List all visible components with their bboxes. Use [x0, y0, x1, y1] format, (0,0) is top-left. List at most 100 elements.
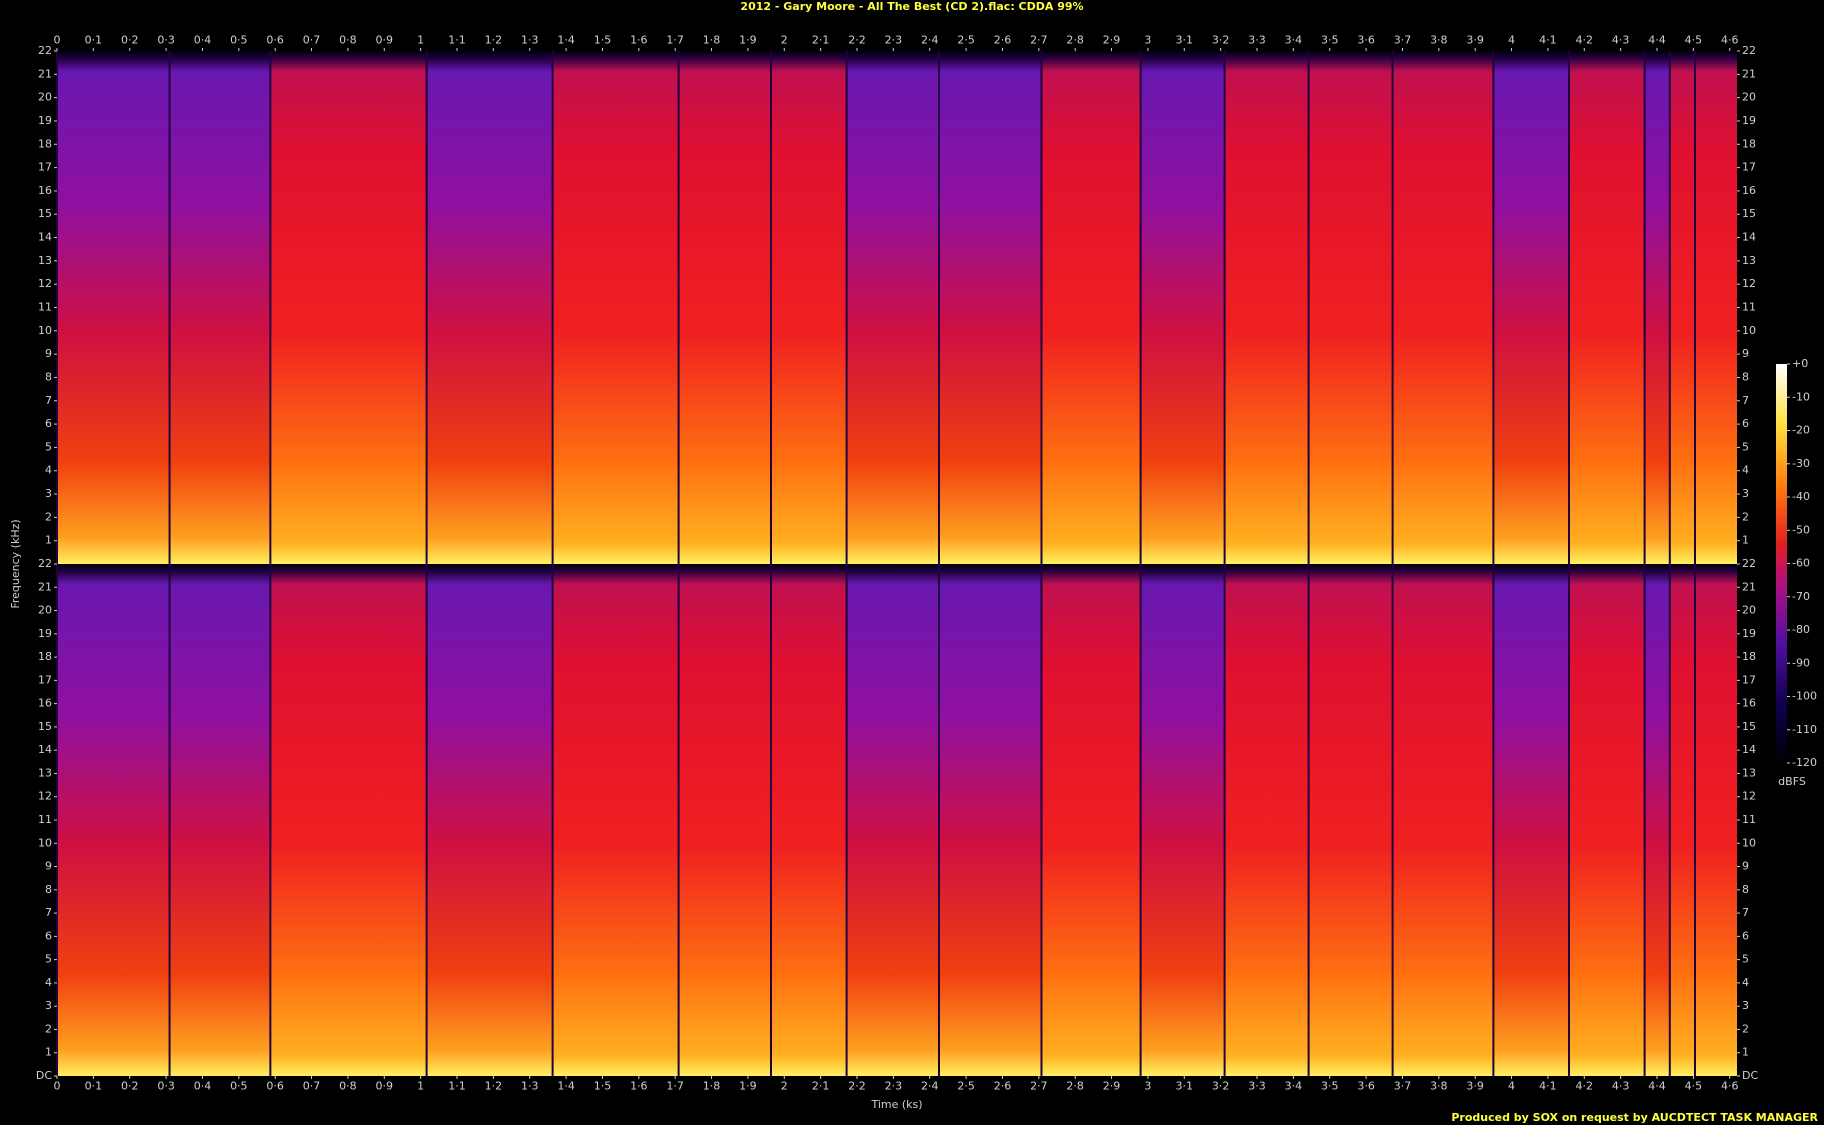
y-tick-label: 16: [38, 697, 52, 710]
x-tick-label: 1·6: [630, 34, 648, 47]
spectrogram-band: [939, 564, 1042, 1076]
y-tick-label-right: 14: [1742, 743, 1756, 756]
y-tick-label: 18: [38, 650, 52, 663]
y-tick-label: 8: [45, 883, 52, 896]
x-tick-label: 3·3: [1248, 1080, 1266, 1093]
x-tick-label: 4·3: [1612, 34, 1630, 47]
colorbar-tick-label: +0: [1792, 357, 1808, 370]
x-tick-label: 4·1: [1539, 34, 1557, 47]
x-tick-label: 3·6: [1357, 1080, 1375, 1093]
y-tick-label-right: 6: [1742, 417, 1749, 430]
x-tick-label: 1·6: [630, 1080, 648, 1093]
y-tick-label-right: 20: [1742, 604, 1756, 617]
y-tick-label: 2: [45, 1022, 52, 1035]
x-tick-label: 1·3: [521, 34, 539, 47]
y-tick-label-right: 1: [1742, 534, 1749, 547]
x-tick-label: 4·2: [1576, 34, 1594, 47]
x-tick-label: 4·2: [1576, 1080, 1594, 1093]
y-tick-label-right: 16: [1742, 184, 1756, 197]
x-tick-label: 2·8: [1066, 34, 1084, 47]
x-tick-label: 0: [54, 34, 61, 47]
spectrogram-band: [57, 51, 170, 564]
colorbar-tick-label: -90: [1792, 656, 1810, 669]
y-tick-label: 6: [45, 929, 52, 942]
y-tick-label: 20: [38, 91, 52, 104]
y-tick-label-right: 22: [1742, 44, 1756, 57]
spectrogram-band: [1569, 51, 1645, 564]
colorbar: [1776, 364, 1787, 763]
x-tick-label: 2·4: [921, 1080, 939, 1093]
x-tick-label: 1: [417, 1080, 424, 1093]
x-tick-label: 0·8: [339, 1080, 357, 1093]
spectrogram-band: [846, 51, 939, 564]
y-tick-label: 15: [38, 207, 52, 220]
x-tick-label: 3·8: [1430, 34, 1448, 47]
x-tick-label: 3·7: [1394, 34, 1412, 47]
y-tick-label: 9: [45, 860, 52, 873]
y-tick-label-right: 7: [1742, 394, 1749, 407]
x-tick-label: 3·9: [1466, 1080, 1484, 1093]
x-tick-label: 3·5: [1321, 1080, 1339, 1093]
x-tick-label: 2·4: [921, 34, 939, 47]
spectrogram-band: [270, 564, 427, 1076]
x-tick-label: 0·7: [303, 34, 321, 47]
y-tick-label-right: 9: [1742, 860, 1749, 873]
y-tick-label: 21: [38, 67, 52, 80]
x-tick-label: 3·5: [1321, 34, 1339, 47]
y-tick-label-right: 11: [1742, 301, 1756, 314]
y-tick-label: 1: [45, 1046, 52, 1059]
colorbar-tick-label: -100: [1792, 690, 1817, 703]
spectrogram-band: [1695, 564, 1737, 1076]
y-tick-label: 5: [45, 953, 52, 966]
x-tick-label: 1: [417, 34, 424, 47]
y-tick-label-right: 20: [1742, 91, 1756, 104]
y-tick-label-right: 16: [1742, 697, 1756, 710]
y-tick-label-right: 13: [1742, 766, 1756, 779]
y-tick-label-right: 2: [1742, 1022, 1749, 1035]
spectrogram-band: [1644, 51, 1670, 564]
y-tick-label: 22: [38, 44, 52, 57]
y-tick-label: 17: [38, 673, 52, 686]
spectrogram-band: [678, 564, 771, 1076]
y-tick-label: 10: [38, 836, 52, 849]
y-tick-label-right: DC: [1742, 1069, 1758, 1082]
spectrogram-band: [169, 564, 271, 1076]
y-tick-label: 14: [38, 743, 52, 756]
x-tick-label: 0·9: [376, 34, 394, 47]
y-tick-label-right: 6: [1742, 929, 1749, 942]
y-tick-label: 19: [38, 627, 52, 640]
x-tick-label: 1·8: [703, 34, 721, 47]
x-tick-label: 0·4: [194, 1080, 212, 1093]
spectrogram-band: [1041, 564, 1141, 1076]
y-tick-label-right: 18: [1742, 650, 1756, 663]
x-tick-label: 2·1: [812, 34, 830, 47]
y-tick-label: 1: [45, 534, 52, 547]
x-tick-label: 3·2: [1212, 1080, 1230, 1093]
y-tick-label-right: 14: [1742, 231, 1756, 244]
spectrogram-band: [1308, 564, 1393, 1076]
y-tick-label: 10: [38, 324, 52, 337]
x-tick-label: 3·9: [1466, 34, 1484, 47]
x-tick-label: 2·5: [957, 1080, 975, 1093]
x-tick-label: 3·6: [1357, 34, 1375, 47]
x-tick-label: 3·4: [1285, 34, 1303, 47]
spectrogram-band: [1493, 564, 1569, 1076]
x-tick-label: 3·1: [1176, 34, 1194, 47]
x-tick-label: 0·2: [121, 1080, 139, 1093]
y-tick-label-right: 8: [1742, 883, 1749, 896]
x-tick-label: 3·7: [1394, 1080, 1412, 1093]
y-tick-label: 11: [38, 301, 52, 314]
spectrogram-band: [1493, 51, 1569, 564]
y-tick-label-right: 17: [1742, 161, 1756, 174]
x-tick-label: 3·8: [1430, 1080, 1448, 1093]
y-tick-label: 8: [45, 370, 52, 383]
footer: Produced by SOX on request by AUCDTECT T…: [1451, 1111, 1818, 1124]
y-tick-label-right: 8: [1742, 370, 1749, 383]
y-axis-label: Frequency (kHz): [9, 519, 22, 608]
x-tick-label: 4·4: [1648, 34, 1666, 47]
x-tick-label: 2·2: [848, 34, 866, 47]
y-tick-label-right: 1: [1742, 1046, 1749, 1059]
spectrogram-band: [552, 564, 679, 1076]
